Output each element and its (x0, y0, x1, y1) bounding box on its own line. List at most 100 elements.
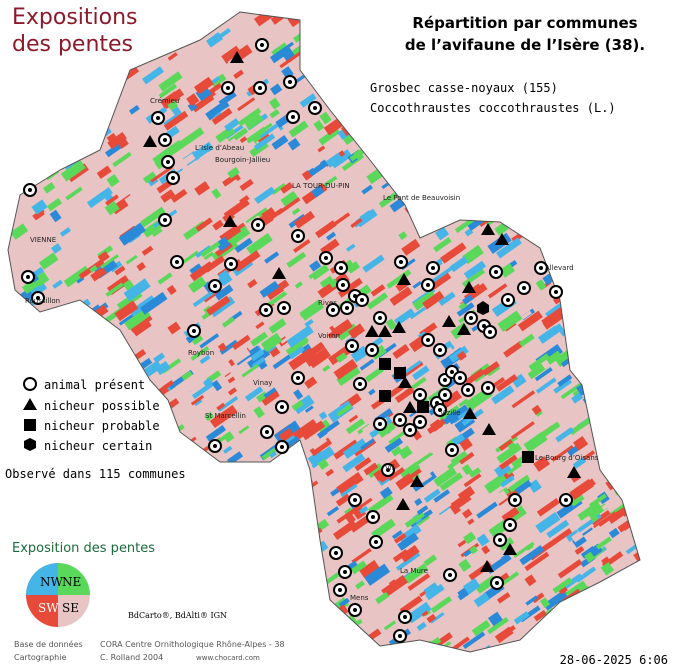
terrain-patch (445, 120, 473, 144)
terrain-patch (20, 318, 36, 331)
terrain-patch (316, 12, 336, 29)
terrain-patch (190, 523, 203, 535)
terrain-patch (162, 554, 181, 570)
terrain-patch (221, 540, 235, 554)
terrain-patch (475, 498, 498, 516)
terrain-patch (419, 352, 437, 367)
terrain-patch (433, 648, 448, 652)
terrain-patch (367, 39, 391, 58)
town: Vinay (253, 379, 272, 387)
terrain-patch (599, 57, 615, 72)
terrain-patch (225, 137, 237, 148)
terrain-patch (646, 452, 666, 467)
town-labels: VIENNE LA TOUR-DU-PIN Le Pont de Beauvoi… (25, 97, 599, 602)
terrain-patch (372, 42, 382, 52)
terrain-patch (293, 239, 311, 253)
terrain-patch (204, 411, 215, 422)
terrain-patch (336, 471, 364, 496)
terrain-patch (157, 272, 173, 285)
terrain-patch (168, 394, 189, 414)
wheel-sw (26, 595, 58, 627)
town: Rives (318, 299, 337, 307)
terrain-patch (631, 521, 640, 542)
marker-present-dot (296, 376, 300, 380)
terrain-patch (30, 107, 47, 123)
terrain-patch (32, 143, 48, 158)
terrain-patch (232, 205, 256, 227)
terrain-patch (222, 536, 238, 551)
terrain-patch (218, 272, 233, 287)
terrain-patch (267, 574, 286, 590)
terrain-patch (386, 269, 412, 289)
terrain-patch (393, 140, 403, 149)
wheel-label: NW (40, 575, 64, 589)
terrain-patch (578, 208, 604, 228)
terrain-patch (198, 619, 214, 634)
terrain-patch (115, 311, 137, 328)
terrain-patch (595, 615, 612, 631)
terrain-patch (279, 49, 304, 69)
terrain-patch (385, 318, 397, 331)
terrain-patch (8, 314, 12, 326)
terrain-patch (498, 537, 515, 551)
legend-label: animal présent (44, 378, 145, 392)
terrain-patch (291, 277, 317, 298)
terrain-patch (73, 185, 92, 202)
marker-present-dot (36, 296, 40, 300)
terrain-patch (189, 377, 215, 399)
terrain-patch (635, 12, 640, 22)
terrain-patch (438, 506, 457, 523)
terrain-patch (626, 626, 635, 634)
terrain-patch (223, 179, 240, 194)
terrain-patch (632, 234, 640, 246)
terrain-patch (40, 104, 61, 123)
terrain-patch (444, 132, 465, 151)
marker-present-dot (313, 106, 317, 110)
terrain-patch (74, 68, 100, 87)
terrain-patch (300, 531, 313, 544)
terrain-patch (469, 0, 486, 12)
terrain-patch (11, 480, 24, 493)
terrain-patch (449, 502, 461, 515)
terrain-patch (656, 389, 674, 404)
terrain-patch (648, 580, 666, 596)
terrain-patch (68, 119, 83, 132)
marker-present-dot (418, 393, 422, 397)
terrain-patch (391, 446, 403, 457)
terrain-patch (588, 306, 600, 318)
terrain-patch (73, 343, 88, 356)
terrain-patch (589, 356, 615, 377)
terrain-patch (499, 571, 520, 587)
terrain-patch (104, 570, 121, 585)
terrain-patch (649, 529, 663, 543)
terrain-patch (654, 124, 667, 137)
terrain-patch (622, 453, 640, 474)
terrain-patch (433, 489, 451, 503)
terrain-patch (529, 118, 554, 139)
terrain-patch (8, 600, 13, 612)
terrain-patch (280, 182, 294, 194)
terrain-patch (233, 69, 244, 80)
legend-symbol (24, 438, 36, 451)
terrain-patch (209, 404, 238, 429)
terrain-patch (560, 242, 584, 262)
terrain-patch (171, 523, 199, 546)
terrain-patch (64, 143, 85, 160)
terrain-patch (463, 531, 477, 545)
terrain-patch (617, 156, 626, 164)
terrain-patch (113, 358, 126, 372)
wheel-se (58, 595, 90, 627)
terrain-patch (308, 446, 335, 469)
terrain-patch (406, 601, 432, 624)
terrain-patch (348, 39, 363, 53)
terrain-patch (90, 510, 113, 529)
terrain-patch (511, 373, 527, 389)
terrain-patch (611, 578, 637, 598)
terrain-patch (641, 91, 659, 107)
terrain-patch (413, 451, 434, 467)
terrain-patch (46, 198, 63, 212)
terrain-patch (309, 437, 333, 457)
terrain-patch (487, 283, 508, 299)
terrain-patch (546, 528, 573, 549)
terrain-patch (625, 442, 640, 458)
